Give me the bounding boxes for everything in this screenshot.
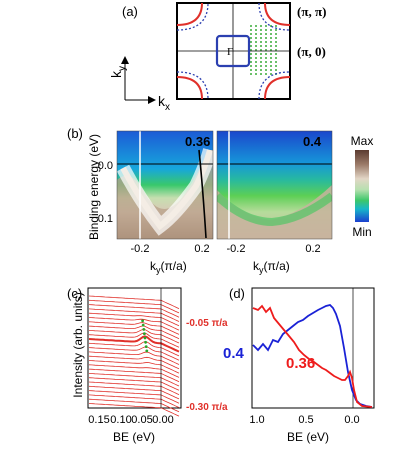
panel-c: (c) Intensity (arb. units) -0.05 π/a -0.… (67, 286, 228, 444)
left-xtick-0: -0.2 (131, 243, 150, 255)
left-xlabel: ky(π/a) (150, 259, 187, 275)
corner-point-label: (π, π) (297, 4, 326, 19)
d-xlabel: BE (eV) (287, 430, 329, 444)
edc-curve (88, 364, 180, 378)
edc-curve (88, 346, 180, 361)
edc-curve (88, 351, 180, 365)
peak-marker (141, 323, 145, 327)
edc-curve (88, 377, 180, 391)
edc-curve (88, 368, 180, 383)
edc-curve (88, 321, 180, 335)
peak-marker (144, 345, 148, 348)
ytick-1: 0.1 (98, 213, 113, 225)
c-xtick-0: 0.15 (88, 414, 109, 426)
edc-curve (88, 403, 180, 417)
d-xtick-2: 0.0 (344, 414, 359, 426)
peak-marker (142, 328, 146, 331)
colorbar-max: Max (351, 134, 374, 148)
panel-b: (b) Binding energy (eV) 0.36 0.4 0.0 0.1… (67, 126, 373, 275)
panel-b-ylabel: Binding energy (eV) (87, 134, 101, 240)
c-xtick-2: 0.05 (131, 414, 152, 426)
edge-point-label: (π, 0) (297, 44, 326, 59)
d-xtick-0: 1.0 (249, 414, 264, 426)
edc-curve (88, 390, 180, 404)
bottom-momentum-label: -0.30 π/a (186, 402, 228, 413)
peak-marker (143, 336, 147, 340)
edc-curve (88, 398, 180, 413)
peak-marker (141, 319, 145, 323)
arpes-map-right (217, 131, 332, 239)
edc-curve (88, 317, 180, 331)
gamma-pocket (215, 34, 251, 68)
series-0.4-curve (252, 304, 373, 408)
left-xtick-1: 0.2 (194, 243, 209, 255)
ytick-0: 0.0 (98, 160, 113, 172)
edc-curve (88, 295, 180, 309)
left-doping-label: 0.36 (185, 134, 210, 149)
top-momentum-label: -0.05 π/a (186, 318, 228, 329)
k-axes (121, 56, 156, 104)
series-0.36-label: 0.36 (286, 355, 315, 372)
edc-curve (88, 299, 180, 314)
edc-curve (88, 308, 180, 322)
panel-d-label: (d) (229, 286, 245, 301)
c-xtick-1: 0.10 (110, 414, 131, 426)
fermi-surface-blue-dashed (176, 2, 291, 100)
peak-marker (144, 340, 148, 344)
edc-curve (88, 335, 180, 353)
brillouin-zone: Γ (176, 2, 291, 100)
panel-c-label: (c) (67, 286, 82, 301)
gamma-label: Γ (227, 46, 233, 58)
panel-a: (a) ky kx (108, 2, 326, 113)
ky-axis-label: ky (108, 66, 128, 78)
panel-d: (d) 0.4 0.36 1.0 0.5 0.0 BE (eV) (223, 286, 375, 444)
c-xlabel: BE (eV) (113, 430, 155, 444)
edc-curve (88, 304, 180, 318)
edc-curve (88, 385, 180, 400)
edc-curve (88, 394, 180, 408)
colorbar-min: Min (352, 225, 371, 239)
panel-a-label: (a) (122, 4, 138, 19)
edc-curve (88, 312, 180, 327)
edc-curve (88, 341, 180, 357)
peak-marker (145, 349, 149, 353)
series-0.4-label: 0.4 (223, 345, 245, 362)
edc-curve (88, 325, 180, 340)
right-xtick-1: 0.2 (305, 243, 320, 255)
peak-marker (143, 332, 146, 336)
c-xtick-3: 0.00 (152, 414, 173, 426)
edc-curve (88, 329, 180, 344)
right-doping-label: 0.4 (303, 134, 322, 149)
edc-compare-frame (251, 287, 375, 409)
edc-curve (88, 355, 180, 370)
right-xlabel: ky(π/a) (253, 259, 290, 275)
d-xtick-1: 0.5 (298, 414, 313, 426)
edc-stack (88, 295, 180, 417)
fermi-surface-red (176, 2, 291, 100)
panel-c-ylabel: Intensity (arb. units) (71, 292, 85, 397)
edc-curve (88, 360, 180, 374)
edc-curve (88, 332, 180, 348)
right-xtick-0: -0.2 (227, 243, 246, 255)
colorbar (355, 150, 369, 222)
edc-curve (88, 373, 180, 387)
series-0.36-curve (252, 304, 373, 408)
panel-b-label: (b) (67, 126, 83, 141)
kx-axis-label: kx (158, 93, 170, 113)
edc-curve (88, 381, 180, 395)
